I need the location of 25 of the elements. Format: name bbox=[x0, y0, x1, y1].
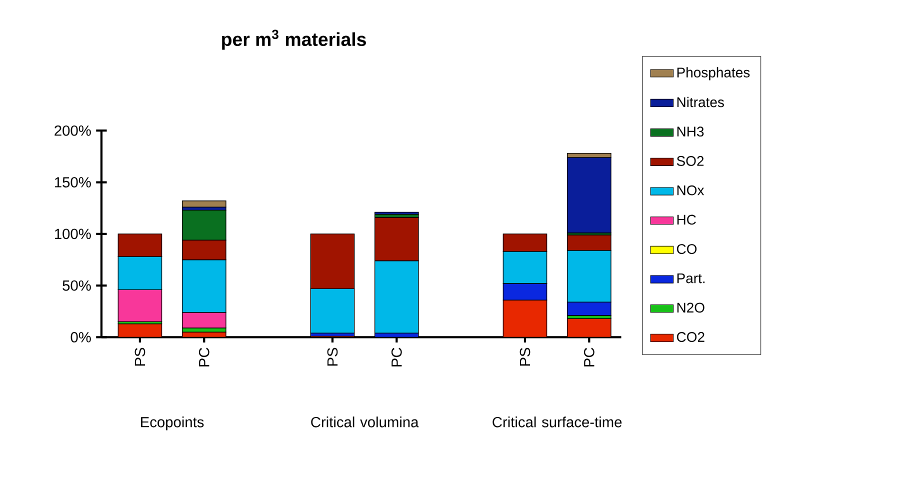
legend-label: CO bbox=[676, 244, 697, 254]
x-tick-label: PS bbox=[134, 348, 146, 366]
legend-label: N2O bbox=[677, 302, 704, 312]
text: Critical surface-time bbox=[492, 416, 622, 428]
x-tick-label: PS bbox=[327, 348, 338, 366]
legend-label: NH3 bbox=[677, 126, 704, 136]
y-tick-label: 100% bbox=[55, 228, 91, 239]
y-tick-label: 200% bbox=[54, 125, 91, 136]
legend-label: Part. bbox=[677, 273, 705, 284]
text: Ecopoints bbox=[141, 416, 204, 430]
legend-label: NOx bbox=[677, 185, 704, 196]
x-tick-label: PS bbox=[520, 348, 530, 366]
y-tick-label: 150% bbox=[55, 176, 91, 188]
y-tick-label: 0% bbox=[70, 332, 91, 342]
legend-label: SO2 bbox=[676, 156, 704, 166]
legend-label: HC bbox=[677, 214, 696, 224]
y-tick-label: 50% bbox=[62, 280, 91, 291]
legend-label: Nitrates bbox=[677, 96, 724, 107]
x-tick-label: PC bbox=[198, 348, 210, 366]
chart-title: per m$^{3}$ materials bbox=[222, 30, 366, 50]
x-tick-label: PC bbox=[391, 348, 402, 366]
x-tick-label: PC bbox=[584, 348, 594, 366]
legend-label: CO2 bbox=[676, 332, 704, 342]
legend-label: Phosphates bbox=[677, 66, 750, 80]
text: Critical volumina bbox=[311, 416, 419, 428]
